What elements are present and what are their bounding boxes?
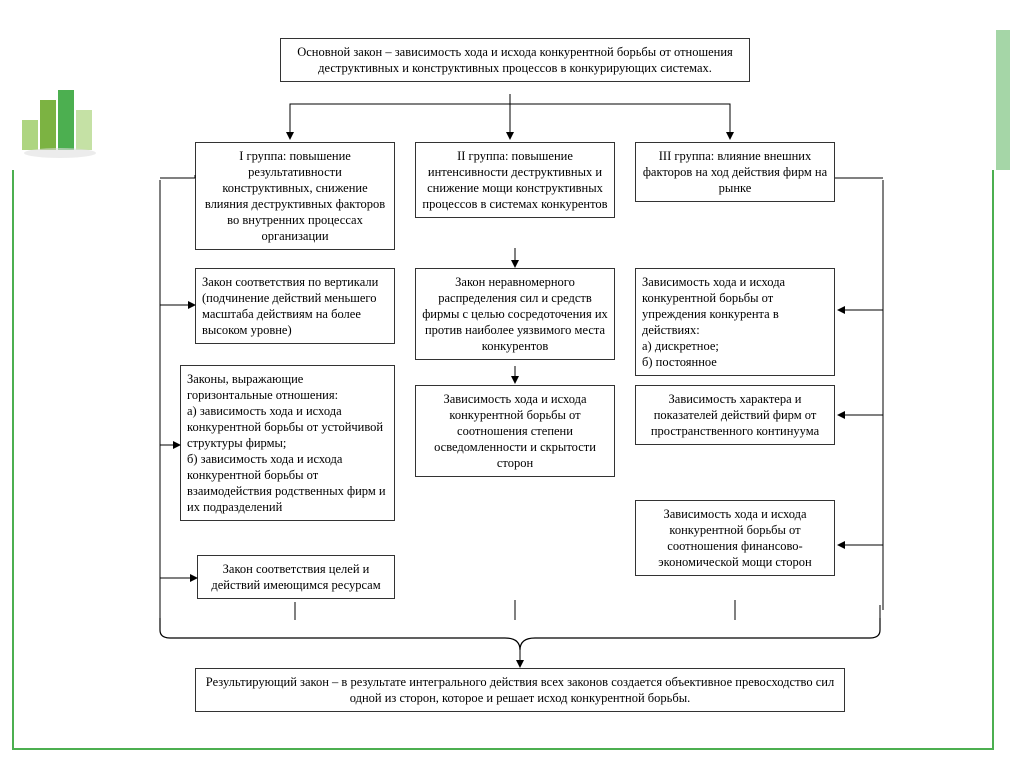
node-c2b: Зависимость хода и исхода конкурентной б… <box>415 385 615 477</box>
collecting-brace <box>150 618 890 658</box>
node-c1c: Закон соответствия целей и действий имею… <box>197 555 395 599</box>
node-c2a: Закон неравномерного распределения сил и… <box>415 268 615 360</box>
node-result-law: Результирующий закон – в результате инте… <box>195 668 845 712</box>
bar-chart-icon <box>20 70 100 160</box>
node-main-law: Основной закон – зависимость хода и исхо… <box>280 38 750 82</box>
node-c1b: Законы, выражающие горизонтальные отноше… <box>180 365 395 521</box>
node-c3c: Зависимость хода и исхода конкурентной б… <box>635 500 835 576</box>
node-group-3: III группа: влияние внешних факторов на … <box>635 142 835 202</box>
accent-bar <box>996 30 1010 170</box>
node-c1a: Закон соответствия по вертикали (подчине… <box>195 268 395 344</box>
node-c3a: Зависимость хода и исхода конкурентной б… <box>635 268 835 376</box>
node-group-1: I группа: повышение результативности кон… <box>195 142 395 250</box>
node-c3b: Зависимость характера и показателей дейс… <box>635 385 835 445</box>
node-group-2: II группа: повышение интенсивности дестр… <box>415 142 615 218</box>
